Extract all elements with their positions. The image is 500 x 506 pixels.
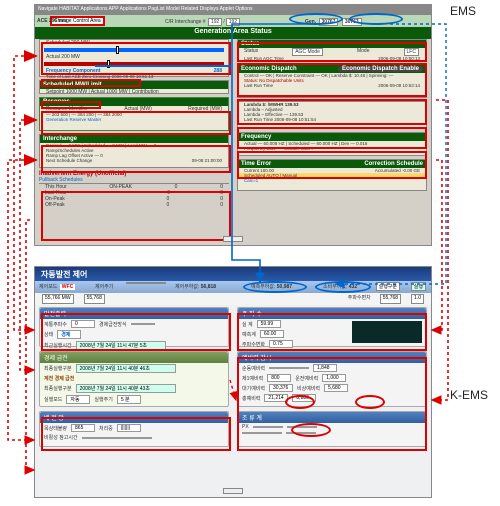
label-ems: EMS bbox=[450, 4, 476, 18]
reserves-hdr: Reserves bbox=[40, 98, 228, 106]
sched-slider[interactable] bbox=[44, 48, 224, 52]
reserves-panel: Reserves Resource IdentifierActual (MW)R… bbox=[39, 97, 229, 131]
kems-mode-val[interactable]: WFC bbox=[60, 284, 75, 290]
kems-p1: 발전출력 계통주파수0경제급전방식 상태경제 최근실행시간2008년 7월 24… bbox=[39, 307, 229, 347]
intx-label: C/R Interchange # 192/192 bbox=[165, 18, 241, 26]
ems-title: Generation Area Status bbox=[35, 27, 431, 39]
interchange-panel: Interchange Desired — 0 MW | Scheduled —… bbox=[39, 134, 229, 168]
ems-toolbar[interactable]: Change Control Area ACE 296 mw C/R Inter… bbox=[35, 15, 431, 27]
kems-p3-title: 배 전 망 bbox=[40, 412, 228, 423]
label-kems: K-EMS bbox=[450, 388, 488, 402]
timeerr-panel: Time ErrorCorrection Schedule Current 10… bbox=[237, 159, 427, 191]
ems-window: Navigate HABITAT Applications APP Applic… bbox=[34, 4, 432, 246]
kems-pr: 주 파 수 실 계59.99 예측계60.00 주파수변화0.75 bbox=[237, 307, 427, 347]
ems-body: Scheduled 290 MW Actual 200 MW Frequency… bbox=[35, 39, 431, 245]
kems-stat-1: 55,766 MW bbox=[42, 294, 74, 304]
kems-p2r-title: 예비력 감시 bbox=[238, 352, 426, 363]
kems-run-btn[interactable]: 실행 bbox=[411, 282, 426, 291]
mode-v[interactable]: LFC bbox=[404, 48, 419, 56]
ace-label: ACE 296 mw bbox=[37, 18, 67, 24]
ems-footer-btn[interactable] bbox=[223, 236, 243, 242]
timeerr-hdr: Time ErrorCorrection Schedule bbox=[238, 160, 426, 168]
kems-freq-chart bbox=[352, 321, 422, 343]
kems-toolbar[interactable]: 제어모드 WFC 제어주기 제어부하값: 56,818 예측부하값: 50,98… bbox=[35, 281, 431, 293]
schedmw-hdr: Scheduled MW/Limit bbox=[40, 81, 228, 89]
freq-panel: Frequency Actual — 60.008 HZ | Scheduled… bbox=[237, 132, 427, 156]
kems-pr-title: 주 파 수 bbox=[238, 308, 426, 319]
kems-title: 자동발전 제어 bbox=[35, 267, 431, 281]
kems-p3r-title: 조 류 계 bbox=[238, 412, 426, 423]
status-panel: Status StatusAGC ModeModeLFC Last Run AG… bbox=[237, 39, 427, 61]
lambda-panel: Lambda $: /MWHR 139.53 Lambda – Adjusted… bbox=[237, 101, 427, 129]
schedmw-panel: Scheduled MW/Limit Setpoint 1000 MW | Ac… bbox=[39, 80, 229, 94]
interchange-hdr: Interchange bbox=[40, 135, 228, 143]
kems-stat-2: 55,768 bbox=[84, 294, 105, 304]
kems-p1-title: 발전출력 bbox=[40, 308, 228, 319]
kems-p3r: 조 류 계 PX bbox=[237, 411, 427, 447]
kems-p2-title: 경제 급전 bbox=[40, 352, 228, 363]
kems-run-lbl: 실행구분 bbox=[376, 282, 400, 291]
inadvert-panel: Inadvertent Energy (Unofficial) Pullback… bbox=[39, 171, 229, 221]
kems-p2r: 예비력 감시 순동예비력1,848 제1예비력800운전예비력1,000 대기예… bbox=[237, 351, 427, 407]
kems-window: 자동발전 제어 제어모드 WFC 제어주기 제어부하값: 56,818 예측부하… bbox=[34, 266, 432, 498]
econ-panel: Economic DispatchEconomic Dispatch Enabl… bbox=[237, 64, 427, 98]
annot-blue-line-freqcomp bbox=[95, 65, 231, 67]
mode-select[interactable]: AGC Mode bbox=[292, 48, 323, 56]
kems-body: 발전출력 계통주파수0경제급전방식 상태경제 최근실행시간2008년 7월 24… bbox=[35, 307, 431, 497]
econ-hdr: Economic DispatchEconomic Dispatch Enabl… bbox=[238, 65, 426, 73]
kems-area: 제어주기 bbox=[95, 283, 113, 290]
gen-label: Gen. 30767 30763 bbox=[305, 18, 363, 26]
kems-stat-3: 55,768 bbox=[380, 294, 401, 304]
kems-footer-btn[interactable] bbox=[223, 488, 243, 494]
freq-hdr: Frequency bbox=[238, 133, 426, 141]
kems-p3: 배 전 망 목상태불량865처리중||||||| 비활성 참고시간 bbox=[39, 411, 229, 447]
kems-p2: 경제 급전 최종실행구분2008년 7월 24일 11시 40분 46초 계전 … bbox=[39, 351, 229, 407]
status-header: Status bbox=[238, 40, 426, 48]
kems-statrow: 55,766 MW 55,768 주파수편차 55,768 1.0 bbox=[35, 293, 431, 305]
kems-area-select[interactable] bbox=[126, 282, 166, 284]
ems-menubar[interactable]: Navigate HABITAT Applications APP Applic… bbox=[35, 5, 431, 15]
ace-panel: Scheduled 290 MW Actual 200 MW Frequency… bbox=[39, 39, 229, 77]
